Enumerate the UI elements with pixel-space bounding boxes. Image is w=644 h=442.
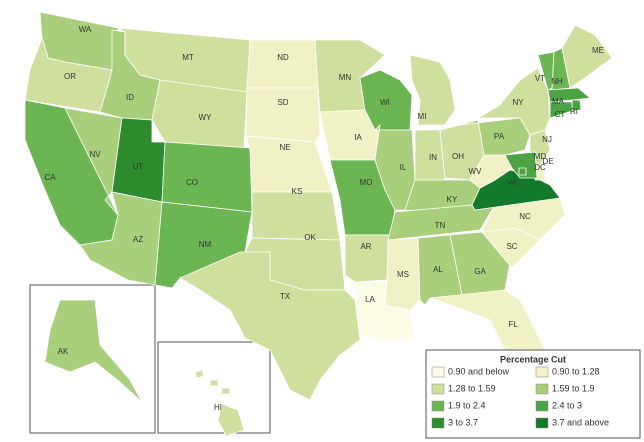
legend-label: 3 to 3.7 [448,417,478,427]
state-label: VA [507,178,518,187]
state-label: MS [397,270,409,279]
state-label: NH [551,77,563,86]
state [476,67,551,136]
state [547,87,591,103]
state [246,39,319,89]
legend-swatch [431,366,445,378]
state [374,123,416,211]
state [111,117,166,203]
legend-label: 1.59 to 1.9 [552,383,595,393]
state-label: MA [552,97,565,106]
legend-swatch [535,400,549,412]
state [245,87,321,143]
state-label: SD [277,98,288,107]
state-label: AK [58,347,69,356]
legend-label: 0.90 to 1.28 [552,366,600,376]
state-label: OH [452,152,464,161]
state-label: NJ [542,135,552,144]
legend-box [425,349,641,439]
state-label: IL [400,163,407,172]
legend: Percentage Cut 0.90 and below 0.90 to 1.2… [425,349,641,439]
state-label: AR [360,242,371,251]
state [161,141,253,213]
state-label: SC [506,242,517,251]
state-label: FL [508,320,518,329]
state-label: IN [429,153,437,162]
state-label: WY [199,113,213,122]
state-label: WI [380,98,390,107]
state-label: OK [304,233,316,242]
state-label: DC [534,163,546,172]
state-label: GA [474,267,486,276]
state-label: ND [277,53,289,62]
legend-label: 0.90 and below [448,366,510,376]
state-label: TX [280,292,291,301]
state-label: CO [186,178,198,187]
legend-label: 2.4 to 3 [552,400,582,410]
legend-swatch [535,366,549,378]
state-label: KS [292,187,303,196]
state [64,107,123,216]
state [179,251,361,401]
state-label: WV [469,167,483,176]
state-label: CA [44,173,56,182]
state-label: WA [79,25,92,34]
state [44,299,143,403]
state [561,24,613,89]
state-label: MD [534,152,547,161]
legend-swatch [431,417,445,429]
state-label: NE [279,143,290,152]
state-label: MI [418,112,427,121]
state-label: ID [126,93,134,102]
state [344,234,391,283]
state-label: DE [542,157,553,166]
legend-title: Percentage Cut [500,354,566,364]
state-label: TN [435,221,446,230]
state-label: NM [199,240,212,249]
state-label: MT [182,53,194,62]
legend-swatch [431,400,445,412]
state-label: KY [447,195,458,204]
state [194,369,245,437]
state-label: LA [365,295,375,304]
legend-swatch [535,417,549,429]
state [359,69,413,131]
legend-swatch [535,383,549,395]
legend-label: 1.9 to 2.4 [448,400,486,410]
state-label: RI [570,107,578,116]
state-label: AL [433,265,443,274]
state-label: UT [133,162,144,171]
state-label: IA [354,133,362,142]
state-label: AZ [133,235,143,244]
alaska-inset [29,284,156,434]
state-label: ME [592,46,604,55]
state-label: NC [519,212,531,221]
state [409,54,456,126]
state-label: PA [494,132,505,141]
state [549,101,573,119]
legend-label: 1.28 to 1.59 [448,383,496,393]
state-label: CT [555,110,566,119]
state-label: VT [535,74,545,83]
state-label: NV [89,150,101,159]
state [474,197,566,241]
state-label: OR [64,72,76,81]
state-label: MN [339,73,352,82]
state [251,191,341,241]
state [387,204,496,241]
state [504,151,538,179]
hawaii-inset [157,341,271,434]
state-label: NY [512,98,524,107]
state-labels: WA OR CA NV ID MT WY UT CO AZ NM ND SD NE KS OK TX MN IA MO… [44,25,604,412]
legend-swatch [431,383,445,395]
state-label: HI [214,403,222,412]
state-label: MO [360,178,373,187]
legend-label: 3.7 and above [552,417,609,427]
state [518,167,527,176]
